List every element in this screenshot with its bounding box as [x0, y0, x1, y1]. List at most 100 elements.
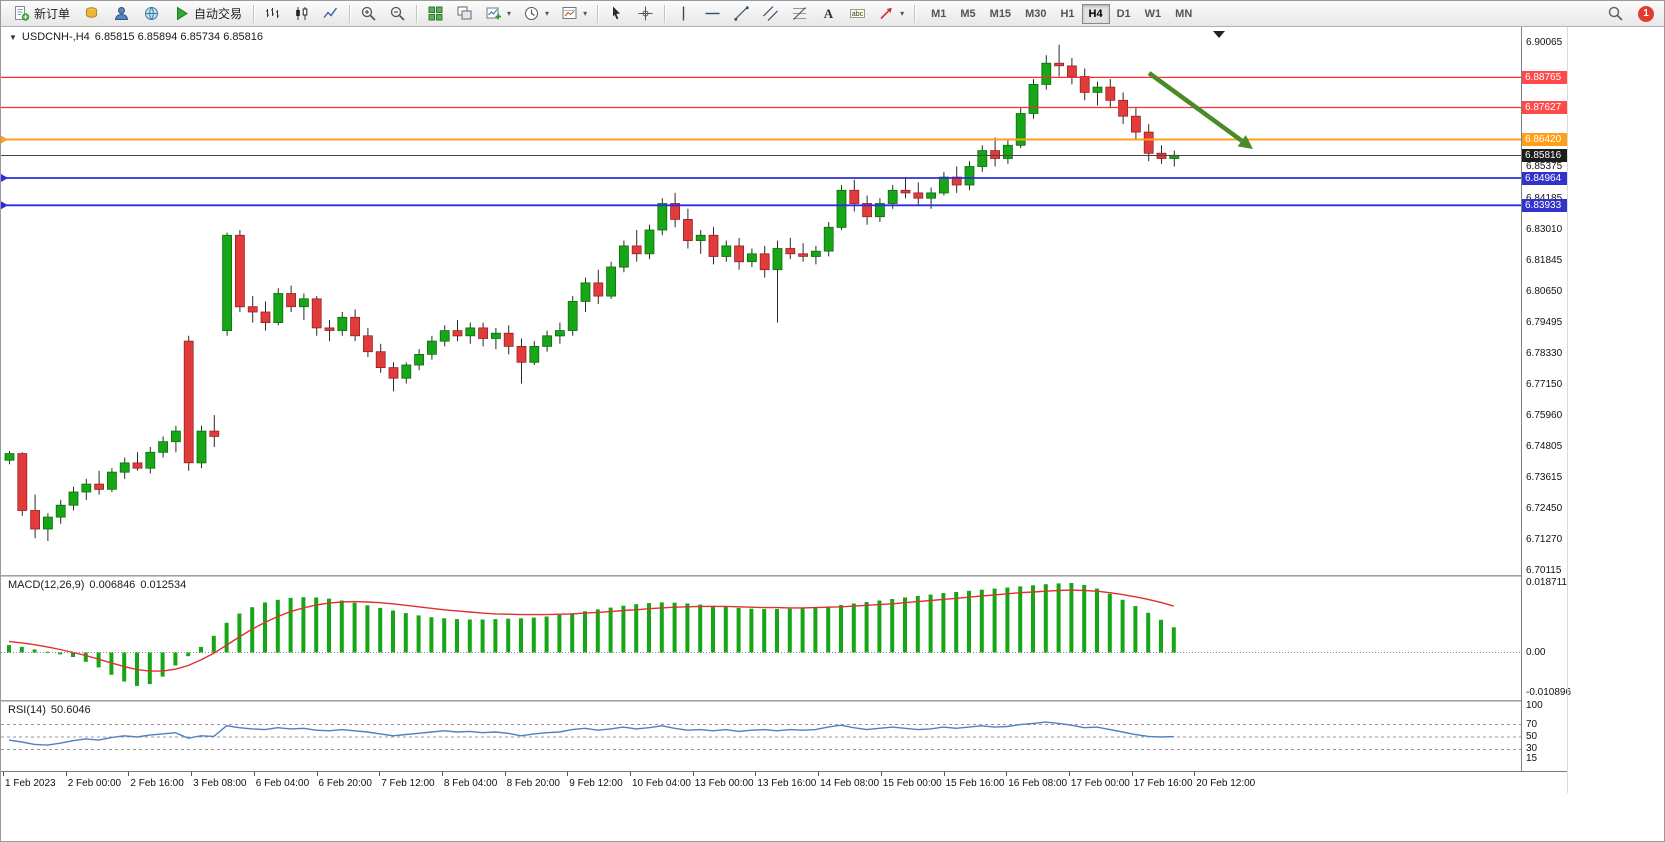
timeframe-m15[interactable]: M15 — [983, 4, 1018, 24]
coins-button[interactable] — [77, 3, 106, 25]
templates-button[interactable]: ▾ — [555, 3, 593, 25]
toolbar-separator — [416, 4, 418, 23]
time-axis-label: 1 Feb 2023 — [5, 778, 56, 789]
tile-windows-icon — [428, 6, 443, 21]
user-icon — [114, 7, 129, 20]
time-tick — [504, 772, 506, 776]
time-axis-label: 17 Feb 16:00 — [1133, 778, 1193, 789]
one-click-trading-toggle[interactable]: ▼ — [9, 32, 17, 42]
macd-signal-value: 0.012534 — [140, 579, 187, 591]
time-axis-label: 8 Feb 20:00 — [506, 778, 560, 789]
time-tick — [253, 772, 255, 776]
cursor-icon — [613, 6, 621, 20]
time-tick — [567, 772, 569, 776]
algo-trading-button[interactable]: 自动交易 — [167, 3, 248, 25]
cascade-windows-button[interactable] — [450, 3, 479, 25]
macd-panel[interactable]: MACD(12,26,9) 0.006846 0.012534 — [1, 577, 1521, 699]
globe-button[interactable] — [137, 3, 166, 25]
chevron-down-icon: ▾ — [545, 9, 550, 18]
trendline-button[interactable] — [727, 3, 756, 25]
panel-splitter[interactable] — [1, 575, 1567, 577]
fibonacci-button[interactable] — [785, 3, 814, 25]
vertical-line-button[interactable] — [669, 3, 698, 25]
timeframe-m30[interactable]: M30 — [1018, 4, 1053, 24]
arrows-button[interactable]: ▾ — [872, 3, 910, 25]
trendline-icon — [734, 6, 749, 21]
timeframe-mn[interactable]: MN — [1168, 4, 1199, 24]
periods-button[interactable]: ▾ — [517, 3, 555, 25]
new-order-label: 新订单 — [34, 7, 71, 21]
time-tick — [379, 772, 381, 776]
cursor-button[interactable] — [602, 3, 631, 25]
horizontal-line-button[interactable] — [698, 3, 727, 25]
equidistant-channel-icon — [763, 6, 779, 21]
vertical-line-icon — [682, 6, 685, 21]
time-tick — [755, 772, 757, 776]
chevron-down-icon: ▾ — [583, 9, 588, 18]
indicators-icon — [486, 7, 502, 20]
timeframes-group: M1 M5 M15 M30 H1 H4 D1 W1 MN — [924, 3, 1199, 24]
candlestick-chart-button[interactable] — [287, 3, 316, 25]
price-tick-label: 6.73615 — [1526, 472, 1563, 484]
equidistant-channel-button[interactable] — [756, 3, 785, 25]
arrows-icon — [880, 7, 892, 20]
time-axis-label: 15 Feb 16:00 — [945, 778, 1005, 789]
text-button[interactable]: A — [814, 3, 843, 25]
chart-symbol-period: USDCNH-,H4 — [21, 31, 90, 43]
timeframe-h4[interactable]: H4 — [1081, 3, 1110, 24]
user-icon — [113, 5, 130, 22]
price-tick-label: 0.00 — [1526, 646, 1546, 658]
price-tick-label: 6.83010 — [1526, 223, 1563, 235]
time-tick — [1068, 772, 1070, 776]
panel-splitter[interactable] — [1, 700, 1567, 702]
indicators-button[interactable]: ▾ — [479, 3, 517, 25]
user-button[interactable] — [107, 3, 136, 25]
timeframe-m1[interactable]: M1 — [924, 4, 953, 24]
time-axis-label: 13 Feb 00:00 — [694, 778, 754, 789]
timeframe-h1[interactable]: H1 — [1053, 4, 1081, 24]
price-tick-label: 70 — [1526, 718, 1538, 730]
play-icon — [173, 5, 190, 22]
zoom-out-button[interactable] — [383, 3, 412, 25]
new-order-icon — [13, 5, 30, 22]
rsi-value: 50.6046 — [50, 704, 91, 716]
time-tick — [630, 772, 631, 776]
notifications-badge[interactable]: 1 — [1638, 5, 1654, 22]
bar-chart-icon — [266, 8, 280, 18]
candlestick-chart-icon — [296, 7, 308, 20]
time-tick — [128, 772, 130, 776]
tile-windows-button[interactable] — [421, 3, 450, 25]
bar-chart-button[interactable] — [258, 3, 287, 25]
line-chart-button[interactable] — [316, 3, 345, 25]
price-tick-label: 0.018711 — [1526, 577, 1567, 588]
horizontal-line-icon — [705, 12, 720, 15]
algo-trading-label: 自动交易 — [194, 7, 243, 21]
timeframe-w1[interactable]: W1 — [1138, 4, 1169, 24]
templates-icon — [562, 7, 577, 19]
price-tick-label: 6.80650 — [1526, 286, 1563, 298]
line-chart-icon — [323, 7, 338, 18]
time-tick — [818, 772, 820, 776]
new-order-button[interactable]: 新订单 — [7, 3, 76, 25]
price-chart-panel[interactable]: ▼ USDCNH-,H4 6.85815 6.85894 6.85734 6.8… — [1, 27, 1521, 575]
search-icon — [1608, 6, 1623, 21]
price-tick-label: 50 — [1526, 731, 1538, 742]
price-line-badge: 6.85816 — [1522, 148, 1567, 162]
time-axis-label: 8 Feb 04:00 — [443, 778, 498, 789]
zoom-in-button[interactable] — [354, 3, 383, 25]
toolbar-separator — [349, 4, 351, 23]
label-button[interactable]: abc — [843, 3, 872, 25]
rsi-panel[interactable]: RSI(14) 50.6046 — [1, 702, 1521, 771]
crosshair-button[interactable] — [631, 3, 660, 25]
timeframe-d1[interactable]: D1 — [1110, 4, 1138, 24]
price-tick-label: 6.90065 — [1526, 37, 1563, 48]
time-axis-label: 2 Feb 00:00 — [67, 778, 122, 789]
time-axis-label: 20 Feb 12:00 — [1196, 778, 1256, 789]
price-line-badge: 6.88765 — [1522, 70, 1567, 84]
search-icon — [1607, 5, 1624, 22]
search-button[interactable] — [1601, 3, 1630, 25]
time-axis[interactable]: 1 Feb 2023 2 Feb 00:00 2 Feb 16:00 3 Feb 08… — [1, 771, 1567, 794]
price-axis[interactable]: 6.90065 6.85375 6.84185 6.83010 6.81845 6.806… — [1521, 27, 1571, 771]
timeframe-m5[interactable]: M5 — [953, 4, 982, 24]
